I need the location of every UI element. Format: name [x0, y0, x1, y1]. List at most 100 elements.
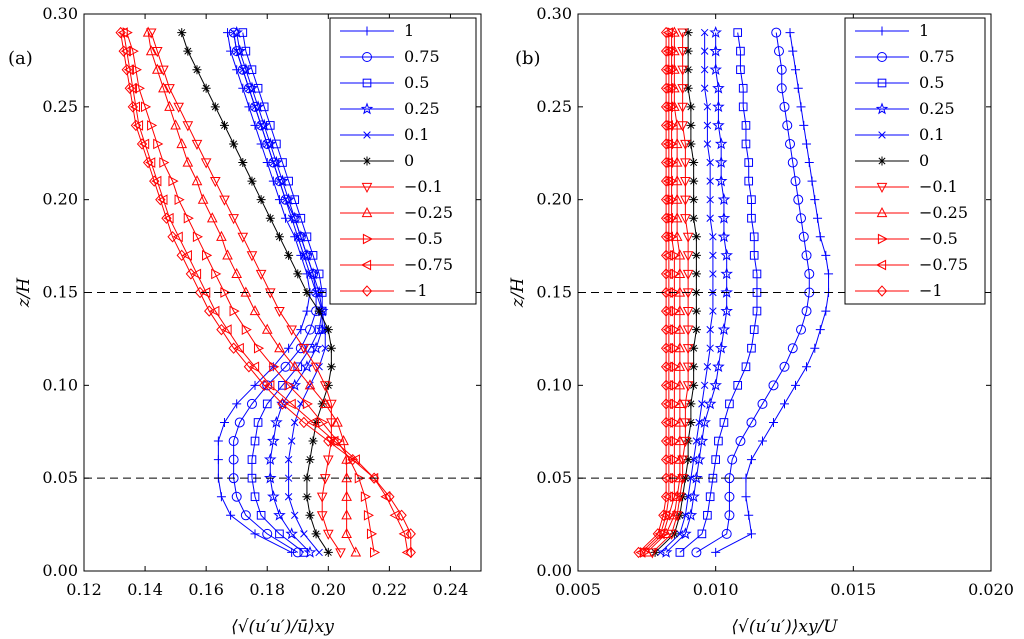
legend-marker [360, 102, 374, 115]
data-point [232, 399, 242, 409]
x-tick-label: 0.18 [249, 580, 285, 599]
legend-entry: 0.75 [340, 47, 440, 66]
data-point [243, 361, 255, 373]
data-point [691, 325, 701, 335]
data-point [316, 511, 328, 522]
data-point [128, 45, 139, 57]
data-point [780, 399, 789, 409]
data-point [323, 547, 333, 557]
data-point [228, 214, 239, 225]
legend-marker [363, 131, 371, 139]
series-line [120, 32, 412, 553]
legend-marker [875, 102, 889, 115]
legend-entry: −1 [855, 281, 943, 300]
data-point [660, 453, 672, 466]
y-tick-label: 0.15 [536, 283, 572, 302]
data-point [267, 490, 280, 503]
data-point [717, 323, 731, 335]
data-point [289, 360, 301, 371]
data-point [810, 195, 820, 205]
data-point [219, 120, 229, 130]
data-point [744, 176, 754, 186]
data-point [773, 46, 784, 57]
chart-panel-b: 0.005 0.010 0.015 0.0200.000.050.100.150.20… [508, 4, 1014, 637]
data-point [335, 548, 346, 559]
data-point [173, 102, 184, 113]
legend-marker [877, 52, 887, 62]
legend: 1 0.75 0.5 0.25 0.1 0 −0.1 −0.25 −0.5 −0.75 −1 [844, 17, 986, 305]
data-point [689, 343, 699, 353]
data-point [749, 251, 759, 260]
data-point [319, 474, 331, 485]
legend-marker [362, 78, 372, 88]
y-tick-label: 0.30 [42, 4, 78, 23]
data-point [660, 64, 672, 76]
data-point [686, 139, 696, 149]
y-tick-label: 0.05 [536, 468, 572, 487]
data-point [182, 156, 194, 167]
data-point [262, 158, 272, 168]
data-point [121, 64, 132, 76]
data-point [752, 306, 762, 316]
data-point [709, 25, 722, 38]
legend-label: 0.5 [919, 73, 944, 92]
legend: 1 0.75 0.5 0.25 0.1 0 −0.1 −0.25 −0.5 −0.75 −1 [329, 17, 477, 305]
data-point [689, 176, 699, 186]
data-point [321, 344, 329, 352]
data-point [682, 381, 694, 392]
x-tick-label: 0.015 [830, 580, 876, 599]
data-point [287, 547, 297, 557]
data-point [815, 232, 825, 242]
data-point [261, 323, 273, 334]
data-point [147, 120, 158, 131]
data-point [256, 510, 266, 520]
data-point [230, 25, 243, 38]
data-point [233, 342, 244, 354]
data-point [319, 381, 331, 392]
data-point [703, 363, 712, 371]
data-point [796, 324, 807, 335]
data-point [136, 138, 148, 150]
data-point [204, 305, 215, 317]
data-point [660, 193, 672, 206]
data-point [687, 474, 695, 482]
series-−1 [633, 26, 672, 559]
data-point [190, 268, 202, 280]
data-point [714, 137, 728, 150]
data-point [245, 84, 253, 92]
data-point [263, 140, 271, 148]
data-point [228, 342, 239, 354]
data-point [234, 417, 245, 428]
data-point [192, 65, 202, 75]
data-point [691, 547, 702, 558]
data-point [711, 455, 720, 464]
data-point [703, 121, 712, 130]
data-point [700, 28, 709, 37]
data-point [182, 121, 194, 132]
data-point [700, 84, 709, 92]
y-tick-label: 0.05 [42, 468, 78, 487]
data-point [757, 436, 767, 446]
data-point [656, 548, 665, 557]
legend-marker [877, 78, 887, 88]
data-point [285, 398, 296, 410]
data-point [706, 177, 714, 185]
data-point [300, 530, 308, 538]
data-point [177, 28, 187, 38]
data-point [782, 120, 793, 131]
legend-marker [362, 156, 372, 166]
data-point [246, 398, 257, 409]
data-point [652, 528, 664, 540]
data-point [712, 100, 725, 113]
data-point [326, 362, 336, 372]
data-point [389, 509, 400, 521]
data-point [746, 529, 756, 539]
data-point [250, 529, 260, 539]
data-point [709, 307, 717, 315]
data-point [793, 83, 803, 93]
data-point [660, 361, 672, 373]
data-point [191, 139, 203, 150]
data-point [706, 325, 714, 334]
data-point [796, 102, 806, 112]
data-point [273, 508, 286, 521]
